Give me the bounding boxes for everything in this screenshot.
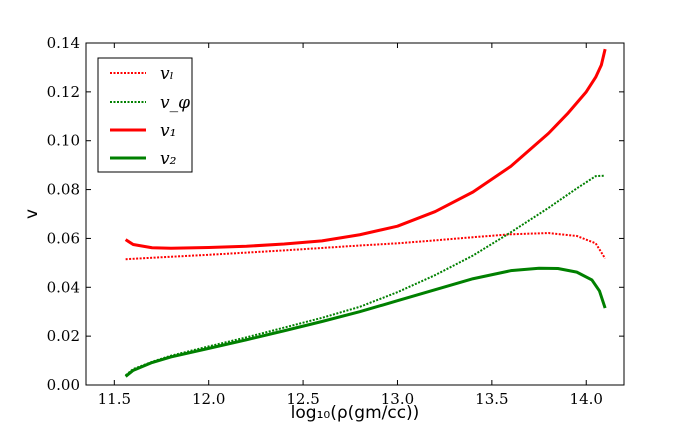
legend-label-3: v₂ — [160, 149, 177, 169]
y-tick-label: 0.08 — [47, 181, 80, 199]
x-tick-label: 11.5 — [98, 390, 131, 408]
y-tick-label: 0.12 — [47, 83, 80, 101]
legend-frame — [97, 57, 193, 173]
y-axis-label: v — [22, 209, 42, 219]
x-axis-label: log₁₀(ρ(gm/cc)) — [291, 403, 420, 423]
x-tick-label: 13.5 — [475, 390, 508, 408]
plot-area-frame — [85, 42, 625, 386]
legend-label-1: v_φ — [160, 93, 190, 113]
series-layer — [124, 48, 607, 378]
series-line-3 — [124, 266, 607, 378]
y-tick-label: 0.00 — [47, 376, 80, 394]
y-tick-label: 0.06 — [47, 229, 80, 247]
x-tick-label: 13.0 — [381, 390, 414, 408]
legend: vₗ v_φ v₁ v₂ — [97, 57, 193, 173]
y-tick-label: 0.10 — [47, 132, 80, 150]
legend-label-2: v₁ — [160, 121, 176, 141]
ticks-layer: 11.5 12.0 12.5 13.0 13.5 14.0 0.00 0.02 0.04 0.06… — [47, 34, 624, 408]
legend-label-0: vₗ — [160, 64, 174, 84]
series-line-1 — [125, 174, 606, 377]
x-tick-label: 12.5 — [286, 390, 319, 408]
y-tick-label: 0.02 — [47, 327, 80, 345]
x-tick-label: 12.0 — [192, 390, 225, 408]
series-line-0 — [125, 232, 606, 261]
series-line-2 — [124, 48, 607, 250]
x-tick-label: 14.0 — [570, 390, 603, 408]
y-tick-label: 0.14 — [47, 34, 80, 52]
y-tick-label: 0.04 — [47, 278, 80, 296]
